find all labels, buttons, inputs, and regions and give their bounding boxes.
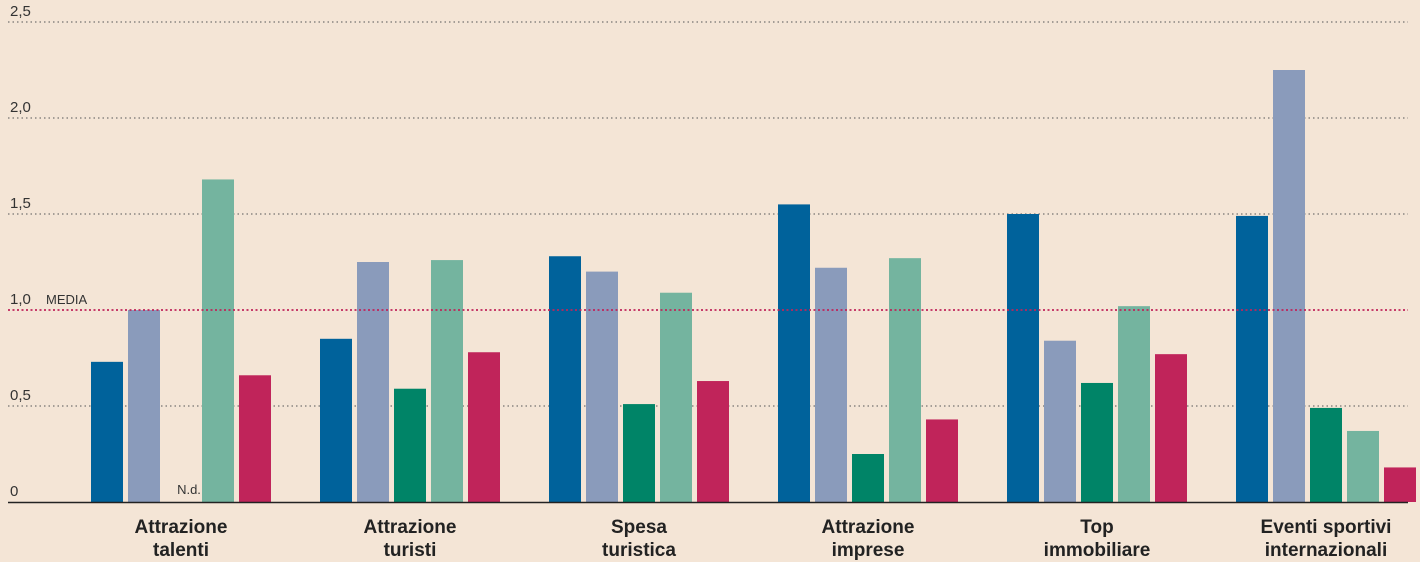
- bar: [1347, 430, 1379, 502]
- bar: [202, 179, 234, 502]
- y-tick-label: 0: [10, 483, 18, 500]
- bar: [320, 338, 352, 502]
- bar: [394, 388, 426, 502]
- bar: [586, 271, 618, 502]
- bars: N.d.: [91, 70, 1416, 503]
- bar: [468, 352, 500, 502]
- bar: [1118, 306, 1150, 502]
- bar: [1310, 407, 1342, 502]
- bar: [815, 267, 847, 502]
- bar: [357, 262, 389, 502]
- missing-value-label: N.d.: [177, 482, 201, 497]
- category-label: immobiliare: [1044, 540, 1151, 561]
- bar: [1007, 214, 1039, 502]
- y-axis: 0 0,5 1,0 1,5 2,0 2,5: [10, 3, 31, 500]
- bar: [1384, 467, 1416, 502]
- bar: [1081, 382, 1113, 502]
- bar: [623, 404, 655, 502]
- category-label: Attrazione: [364, 517, 457, 538]
- bar: [128, 310, 160, 502]
- bar: [1044, 340, 1076, 502]
- bar: [1236, 215, 1268, 503]
- category-label: internazionali: [1265, 540, 1387, 561]
- y-tick-label: 2,0: [10, 99, 31, 116]
- bar: [660, 292, 692, 502]
- bar: [549, 256, 581, 502]
- bar: [431, 260, 463, 502]
- category-label: Eventi sportivi: [1261, 517, 1392, 538]
- category-label: Attrazione: [822, 517, 915, 538]
- y-tick-label: 0,5: [10, 387, 31, 404]
- bar: [1273, 70, 1305, 502]
- y-tick-label: 2,5: [10, 3, 31, 20]
- category-label: talenti: [153, 540, 209, 561]
- bar: [852, 454, 884, 502]
- y-tick-label: 1,5: [10, 195, 31, 212]
- x-axis: AttrazionetalentiAttrazioneturistiSpesat…: [8, 501, 1408, 561]
- y-tick-label: 1,0: [10, 291, 31, 308]
- category-label: imprese: [832, 540, 905, 561]
- category-label: Top: [1080, 517, 1113, 538]
- bar: [91, 361, 123, 502]
- reference-line: MEDIA: [8, 292, 1408, 311]
- category-label: Attrazione: [135, 517, 228, 538]
- category-label: turisti: [384, 540, 437, 561]
- bar: [239, 375, 271, 502]
- bar: [926, 419, 958, 502]
- bar: [1155, 354, 1187, 502]
- media-label: MEDIA: [46, 292, 88, 307]
- bar: [697, 381, 729, 502]
- bar: [778, 204, 810, 502]
- category-label: turistica: [602, 540, 676, 561]
- bar: [889, 258, 921, 502]
- category-label: Spesa: [611, 517, 667, 538]
